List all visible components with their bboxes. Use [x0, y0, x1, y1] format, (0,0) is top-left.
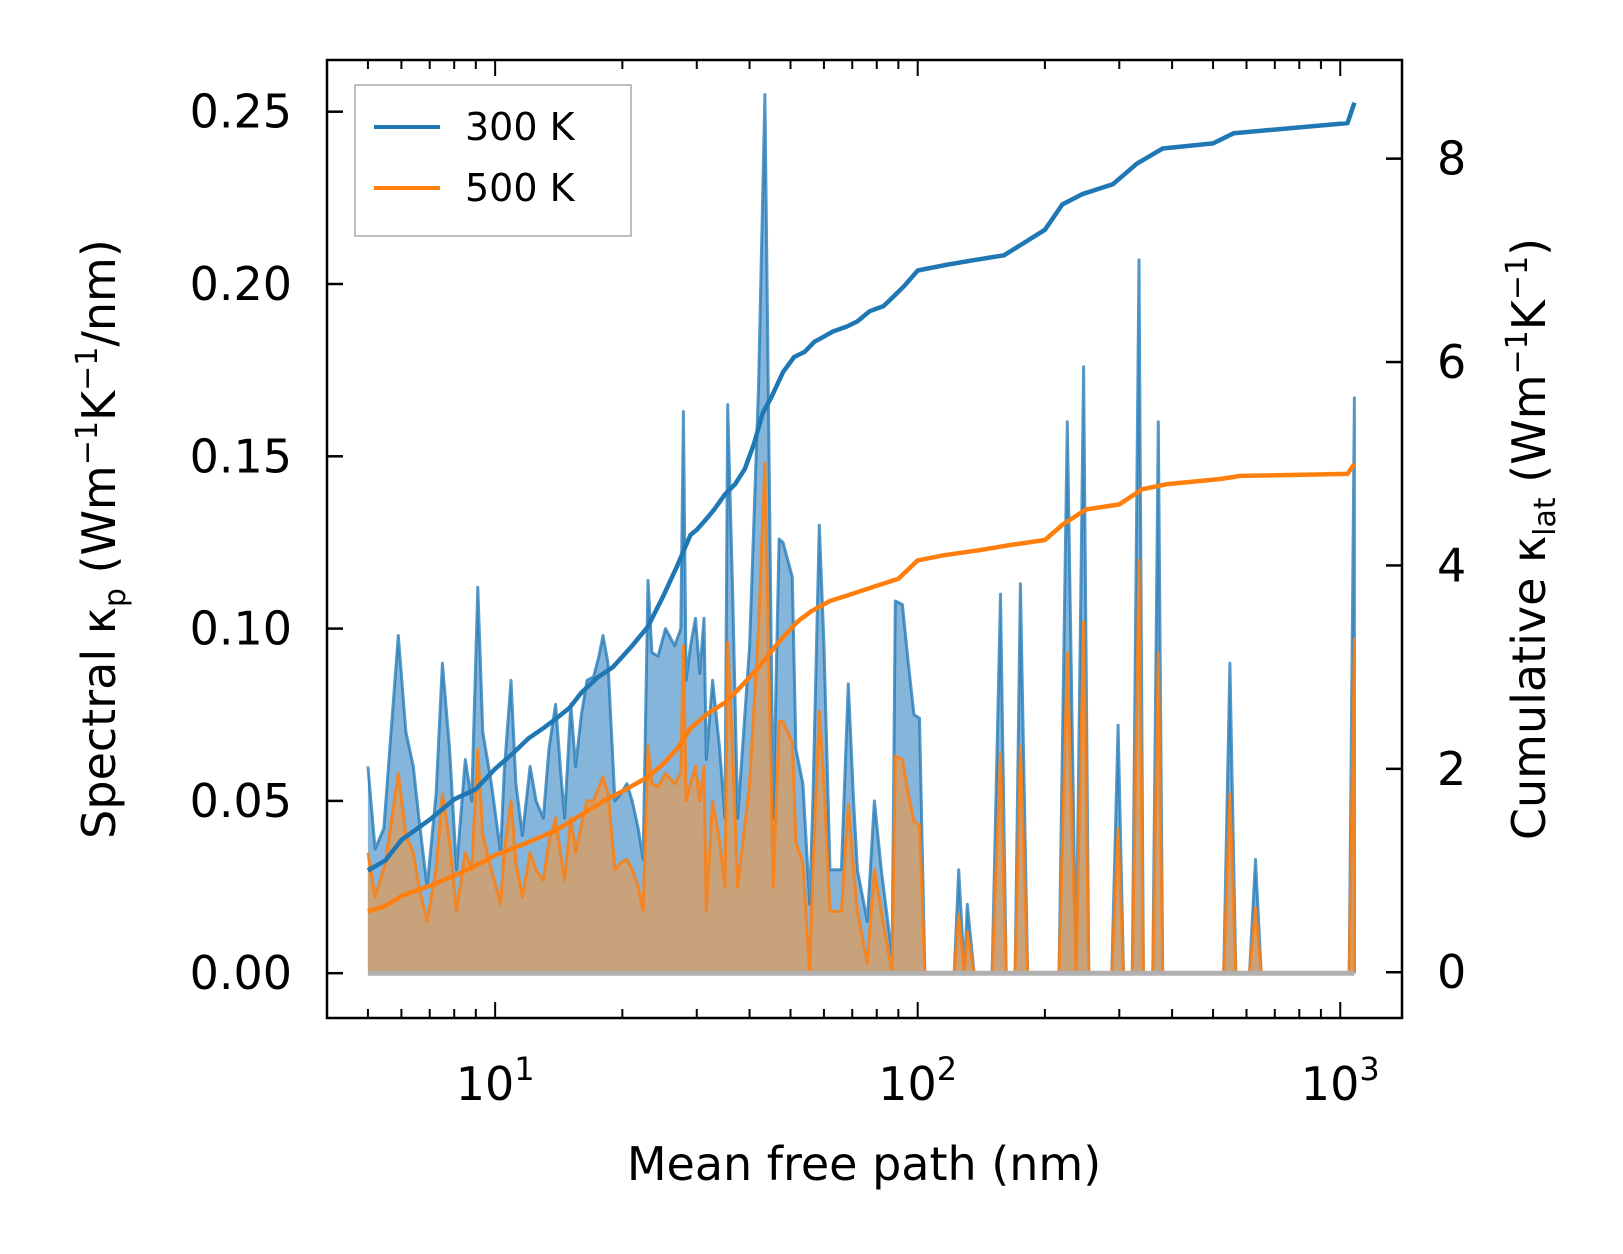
y-right-tick-label: 2	[1437, 742, 1466, 796]
legend-label-500K: 500 K	[465, 166, 576, 210]
y-right-axis-label: Cumulative κlat (Wm−1K−1)	[1500, 238, 1563, 840]
cumulative-300K-line	[366, 101, 1357, 873]
x-tick-label: 102	[878, 1050, 957, 1111]
plot-area	[366, 93, 1357, 976]
x-tick-label: 101	[456, 1050, 535, 1111]
legend-box	[354, 84, 632, 237]
x-axis-label: Mean free path (nm)	[627, 1137, 1101, 1191]
y-left-axis-label: Spectral κp (Wm−1K−1/nm)	[70, 239, 133, 839]
y-right-tick-label: 0	[1437, 945, 1466, 999]
y-left-tick-label: 0.05	[190, 774, 292, 828]
axes: 0.00 0.05 0.10 0.15 0.20 0.25 0 2 4 6 8 101 102 103	[190, 60, 1466, 1111]
plot-frame	[325, 58, 1404, 1020]
spectral-300K-line	[366, 93, 1356, 975]
legend: 300 K 500 K	[354, 84, 632, 237]
legend-label-300K: 300 K	[465, 105, 576, 149]
spectral-500K-line	[366, 461, 1356, 975]
y-left-tick-label: 0.15	[190, 429, 292, 483]
y-left-tick-label: 0.00	[190, 946, 292, 1000]
x-tick-label: 103	[1301, 1050, 1380, 1111]
y-right-tick-label: 8	[1437, 132, 1466, 186]
cumulative-500K-line	[367, 462, 1357, 914]
y-right-tick-label: 6	[1437, 335, 1466, 389]
y-right-tick-label: 4	[1437, 538, 1466, 592]
y-left-tick-label: 0.25	[190, 85, 292, 139]
y-left-tick-label: 0.20	[190, 257, 292, 311]
y-left-tick-label: 0.10	[190, 602, 292, 656]
